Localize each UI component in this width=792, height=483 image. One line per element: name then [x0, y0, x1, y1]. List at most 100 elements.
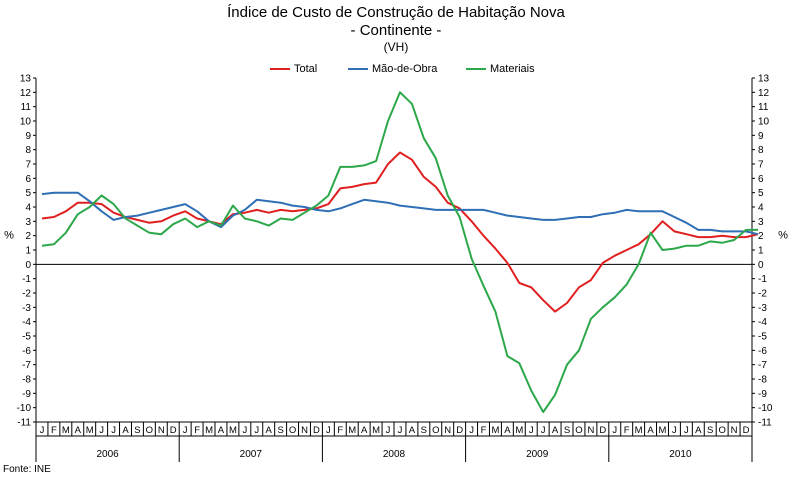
y-tick-label-right: 0	[758, 260, 764, 271]
month-label: J	[398, 425, 403, 436]
y-tick-label-right: 1	[758, 246, 764, 257]
legend-item-total: Total	[270, 63, 317, 75]
month-label: J	[99, 425, 104, 436]
month-label: S	[277, 425, 283, 436]
month-label: J	[612, 425, 617, 436]
month-label: M	[372, 425, 380, 436]
y-tick-label-right: 2	[758, 231, 764, 242]
y-tick-label-left: -11	[17, 418, 31, 429]
legend-label-total: Total	[294, 63, 318, 75]
y-tick-label-left: 4	[25, 203, 31, 214]
month-label: J	[541, 425, 546, 436]
y-tick-label-left: 1	[25, 246, 31, 257]
month-label: A	[361, 425, 368, 436]
month-label: F	[194, 425, 200, 436]
month-label: S	[564, 425, 570, 436]
month-label: D	[599, 425, 606, 436]
y-tick-label-left: 11	[21, 102, 32, 113]
month-label: N	[587, 425, 594, 436]
month-label: A	[504, 425, 511, 436]
y-tick-label-left: -6	[22, 346, 31, 357]
month-label: S	[421, 425, 427, 436]
month-label: M	[635, 425, 643, 436]
month-label: A	[409, 425, 416, 436]
legend-swatch-total	[270, 68, 290, 70]
month-label: A	[266, 425, 273, 436]
y-tick-label-right: -8	[758, 375, 767, 386]
y-tick-label-right: -4	[758, 317, 767, 328]
month-label: F	[51, 425, 57, 436]
y-tick-label-right: -7	[758, 360, 767, 371]
month-label: J	[672, 425, 677, 436]
y-axis-label-right: %	[778, 230, 788, 242]
y-tick-label-right: 4	[758, 203, 764, 214]
y-tick-label-left: 5	[25, 188, 31, 199]
year-label: 2006	[96, 449, 119, 460]
y-tick-label-right: 13	[758, 74, 770, 85]
month-label: F	[337, 425, 343, 436]
y-tick-label-left: -1	[22, 274, 31, 285]
y-tick-label-right: 9	[758, 131, 764, 142]
month-label: N	[731, 425, 738, 436]
y-tick-label-right: 6	[758, 174, 764, 185]
y-tick-label-left: 0	[25, 260, 31, 271]
series-line-total	[41, 151, 759, 313]
series-line-m-o-de-obra	[41, 191, 759, 236]
legend-swatch-mao-de-obra	[348, 68, 368, 70]
y-tick-label-right: -2	[758, 289, 767, 300]
y-tick-label-left: -7	[22, 360, 31, 371]
month-label: M	[205, 425, 213, 436]
y-tick-label-left: -2	[22, 289, 31, 300]
legend-item-mao-de-obra: Mão-de-Obra	[348, 63, 437, 75]
y-tick-label-left: -10	[17, 403, 32, 414]
month-label: O	[289, 425, 296, 436]
y-tick-label-right: -11	[758, 418, 772, 429]
y-tick-label-left: 10	[20, 117, 32, 128]
y-tick-label-right: -9	[758, 389, 767, 400]
y-tick-label-left: -3	[22, 303, 31, 314]
y-tick-label-left: 6	[25, 174, 31, 185]
y-tick-label-left: -5	[22, 332, 31, 343]
y-tick-label-right: 12	[758, 88, 770, 99]
month-label: O	[432, 425, 439, 436]
month-label: M	[229, 425, 237, 436]
month-label: J	[326, 425, 331, 436]
year-label: 2010	[669, 449, 692, 460]
month-label: M	[86, 425, 94, 436]
month-label: M	[491, 425, 499, 436]
y-tick-label-right: -1	[758, 274, 767, 285]
month-label: M	[62, 425, 70, 436]
y-tick-label-right: -5	[758, 332, 767, 343]
month-label: M	[659, 425, 667, 436]
y-tick-label-right: 10	[758, 117, 770, 128]
month-label: S	[134, 425, 140, 436]
month-label: O	[575, 425, 582, 436]
y-tick-label-right: 3	[758, 217, 764, 228]
y-tick-label-left: -9	[22, 389, 31, 400]
y-axis-label-left: %	[4, 230, 14, 242]
legend-item-materiais: Materiais	[466, 63, 535, 75]
month-label: F	[481, 425, 487, 436]
month-label: J	[40, 425, 45, 436]
year-label: 2008	[383, 449, 406, 460]
month-label: N	[158, 425, 165, 436]
month-label: A	[695, 425, 702, 436]
y-tick-label-right: -6	[758, 346, 767, 357]
legend-label-materiais: Materiais	[490, 63, 535, 75]
year-label: 2007	[240, 449, 263, 460]
y-tick-label-left: 7	[25, 160, 31, 171]
month-label: D	[170, 425, 177, 436]
y-tick-label-right: 11	[758, 102, 769, 113]
month-label: D	[743, 425, 750, 436]
y-tick-label-right: -3	[758, 303, 767, 314]
month-label: O	[718, 425, 725, 436]
year-label: 2009	[526, 449, 549, 460]
month-label: J	[183, 425, 188, 436]
month-label: D	[313, 425, 320, 436]
month-label: J	[684, 425, 689, 436]
series-line-materiais	[41, 91, 758, 413]
legend-swatch-materiais	[466, 68, 486, 70]
month-label: S	[707, 425, 713, 436]
y-tick-label-right: 5	[758, 188, 764, 199]
